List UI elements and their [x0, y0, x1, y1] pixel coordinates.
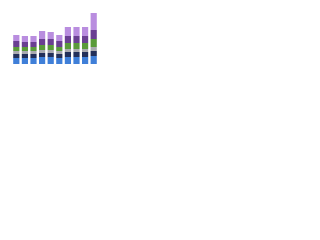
- bar-segment: [39, 50, 46, 53]
- bar-segment: [47, 32, 54, 39]
- bar-segment: [13, 41, 20, 47]
- bar-segment: [82, 43, 89, 49]
- bar-segment: [21, 51, 28, 54]
- bar-segment: [73, 52, 80, 57]
- bar-segment: [30, 51, 37, 54]
- bar-segment: [64, 52, 71, 57]
- bar-segment: [90, 30, 97, 39]
- bar-segment: [30, 36, 37, 42]
- bar-segment: [56, 47, 63, 51]
- bar-segment: [82, 52, 89, 57]
- bar-segment: [39, 57, 46, 64]
- bar-segment: [73, 57, 80, 64]
- bar-segment: [56, 35, 63, 41]
- bar-segment: [90, 47, 97, 51]
- bar-segment: [82, 27, 89, 36]
- chart: [13, 13, 97, 64]
- bar-segment: [73, 43, 80, 49]
- bar-segment: [30, 54, 37, 58]
- bar-segment: [73, 36, 80, 43]
- bar-segment: [73, 27, 80, 36]
- bar-segment: [39, 45, 46, 50]
- bar-segment: [90, 56, 97, 64]
- bar-segment: [73, 49, 80, 52]
- bar-segment: [30, 42, 37, 47]
- bar-segment: [64, 36, 71, 43]
- bar-segment: [82, 36, 89, 43]
- page: {"chart_data": {"type": "stacked-bar", "…: [0, 0, 100, 71]
- bar-segment: [82, 57, 89, 64]
- bar-segment: [47, 45, 54, 50]
- bar-segment: [39, 39, 46, 45]
- bar-segment: [13, 51, 20, 54]
- bar-segment: [21, 54, 28, 58]
- bar-segment: [56, 51, 63, 54]
- bar-segment: [39, 53, 46, 57]
- bar-segment: [13, 47, 20, 51]
- bar-segment: [56, 54, 63, 58]
- bar-segment: [64, 49, 71, 52]
- bar-segment: [39, 31, 46, 39]
- bar-segment: [21, 36, 28, 42]
- bar-segment: [56, 58, 63, 64]
- bar-segment: [30, 47, 37, 51]
- bar-segment: [47, 39, 54, 45]
- bar-segment: [64, 27, 71, 36]
- bar-segment: [82, 49, 89, 52]
- bar-segment: [56, 41, 63, 47]
- bar-segment: [64, 57, 71, 64]
- bar-segment: [13, 35, 20, 41]
- bar-segment: [21, 58, 28, 64]
- bar-segment: [21, 47, 28, 51]
- bar-segment: [47, 57, 54, 64]
- bar-segment: [64, 43, 71, 49]
- bar-segment: [47, 50, 54, 53]
- bar-segment: [21, 42, 28, 47]
- bar-segment: [13, 54, 20, 58]
- bar-segment: [90, 39, 97, 47]
- bar-segment: [90, 13, 97, 30]
- bar-segment: [90, 51, 97, 56]
- bar-segment: [13, 58, 20, 64]
- bar-segment: [47, 53, 54, 57]
- bar-segment: [30, 58, 37, 64]
